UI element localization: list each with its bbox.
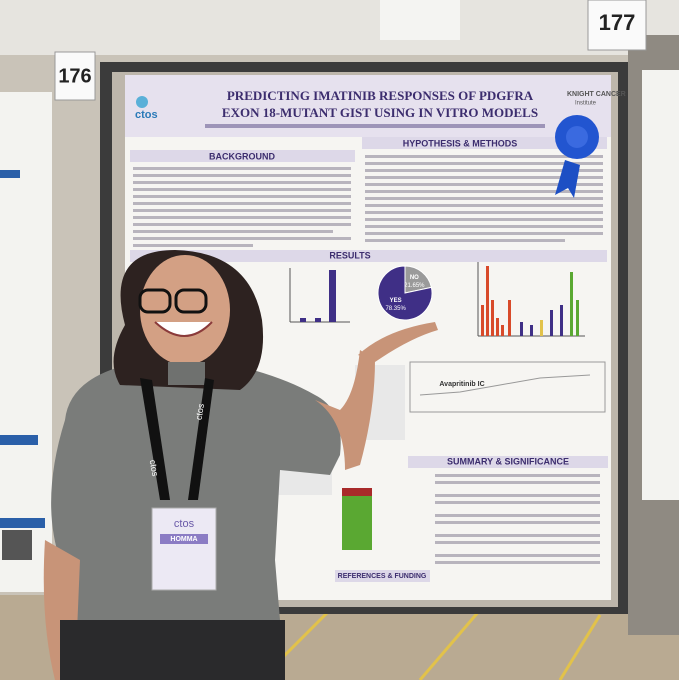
body-text — [435, 474, 600, 564]
glasses — [174, 288, 208, 314]
ribbon-tail — [555, 160, 580, 198]
lanyard — [188, 378, 214, 500]
light — [380, 0, 460, 40]
lanyard-text: ctos — [148, 459, 161, 477]
board-number-card — [54, 51, 96, 101]
section-bar — [362, 137, 607, 149]
badge — [151, 507, 217, 591]
body-text — [133, 155, 603, 247]
badge-name: HOMMA — [170, 536, 197, 543]
section-heading: SUMMARY & SIGNIFICANCE — [447, 456, 569, 466]
qr-code — [2, 530, 32, 560]
neighbour-band — [0, 518, 45, 528]
logo-mark — [136, 96, 148, 108]
board-number-card — [587, 0, 647, 51]
pie-label: NO — [410, 275, 419, 281]
trousers — [60, 620, 285, 680]
ceiling — [0, 0, 679, 55]
pie-value-label: 21.65% — [404, 283, 425, 289]
authors-line — [205, 124, 545, 128]
lanyard — [140, 378, 170, 500]
neighbour-band — [0, 435, 38, 445]
logo-text: ctos — [135, 109, 158, 121]
arm — [315, 350, 375, 470]
hand — [358, 322, 438, 362]
section-bar — [408, 456, 608, 468]
section-heading: BACKGROUND — [209, 151, 275, 161]
neighbour-poster — [0, 92, 52, 592]
poster-title: PREDICTING IMATINIB RESPONSES OF PDGFRA — [227, 88, 534, 103]
badge-band — [160, 534, 208, 544]
section-bar — [130, 150, 355, 162]
pie-value-label: 78.35% — [385, 306, 406, 312]
lanyard-text: ctos — [193, 402, 206, 420]
poster-title: EXON 18-MUTANT GIST USING IN VITRO MODEL… — [222, 105, 538, 120]
pie-slice — [377, 265, 433, 321]
chart-label: Avapritinib IC — [439, 381, 484, 388]
logo-text: KNIGHT CANCER — [567, 91, 626, 98]
section-bar — [335, 570, 430, 582]
section-heading: HYPOTHESIS & METHODS — [403, 138, 518, 148]
section-bar — [130, 250, 607, 262]
glasses — [138, 288, 172, 314]
smile — [154, 321, 213, 337]
board-number: 176 — [58, 65, 91, 87]
badge-logo: ctos — [174, 518, 195, 530]
face — [140, 255, 230, 365]
board-number: 177 — [599, 10, 636, 35]
neighbour-poster — [642, 70, 679, 500]
ribbon-center — [566, 126, 588, 148]
section-heading: RESULTS — [329, 250, 370, 260]
logo-text: Institute — [575, 101, 597, 107]
pie-label: YES — [390, 298, 402, 304]
pie-chart: NO 21.65% YES 78.35% — [377, 265, 433, 321]
pie-slice — [404, 265, 432, 294]
neighbour-band — [0, 170, 20, 178]
turtleneck — [168, 362, 205, 385]
section-heading: REFERENCES & FUNDING — [338, 573, 427, 580]
